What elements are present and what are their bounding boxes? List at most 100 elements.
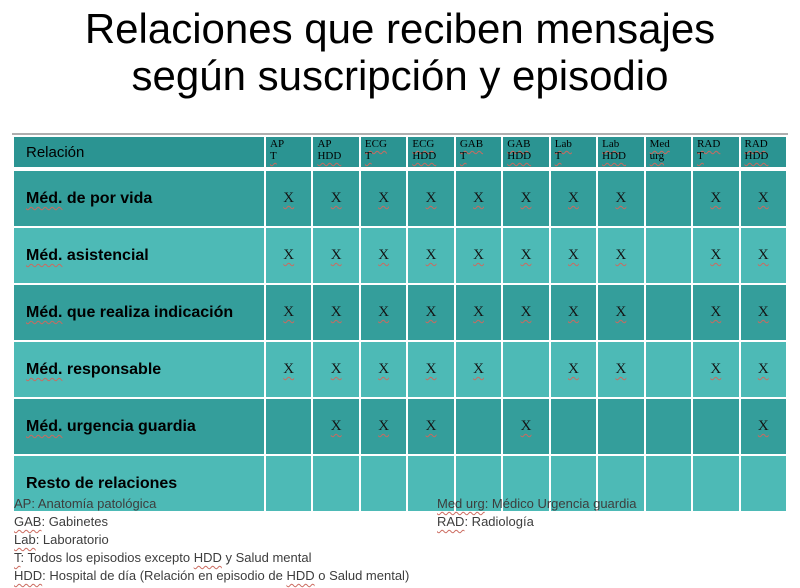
row-label-cell: Resto de relaciones <box>14 456 264 511</box>
text-part: responsable <box>62 361 162 378</box>
misspelled-text: HDD <box>317 150 342 162</box>
row-label-cell: Méd. responsable <box>14 342 264 397</box>
x-mark-cell: X <box>408 399 454 454</box>
x-mark: X <box>378 304 390 320</box>
x-mark: X <box>473 190 484 206</box>
x-mark-cell: X <box>740 342 786 397</box>
x-mark-cell: X <box>313 285 359 340</box>
x-mark: X <box>283 247 295 263</box>
misspelled-text: Lab <box>554 138 572 150</box>
column-header-line-1: AP <box>317 138 356 150</box>
x-mark-cell: X <box>598 228 644 283</box>
misspelled-text: GAB <box>507 138 531 150</box>
column-header-line-2: HDD <box>745 150 784 162</box>
x-mark-cell: X <box>360 285 407 340</box>
x-mark-cell: X <box>503 171 549 226</box>
misspelled-text: HDD <box>744 150 769 162</box>
x-mark-cell: X <box>408 285 454 340</box>
x-mark: X <box>757 304 769 320</box>
x-mark-cell: X <box>550 342 597 397</box>
x-mark-cell: X <box>408 342 454 397</box>
x-mark: X <box>473 247 484 263</box>
table-row: Méd. que realiza indicación X X X X X X X X X X <box>14 285 786 340</box>
column-header: Lab T <box>550 137 597 169</box>
text-part: Relación <box>26 143 85 161</box>
x-mark-cell: X <box>740 228 786 283</box>
empty-cell <box>455 456 502 511</box>
column-header: ECG T <box>360 137 407 169</box>
x-mark: X <box>378 418 390 434</box>
misspelled-text: HDD <box>412 150 437 162</box>
x-mark-cell: X <box>408 228 454 283</box>
misspelled-text: Med <box>649 138 670 150</box>
text-part: y Salud mental <box>221 550 312 565</box>
empty-cell <box>550 399 597 454</box>
text-part: : Laboratorio <box>35 532 109 547</box>
relation-header-cell: Relación <box>14 137 264 169</box>
misspelled-text: Méd. <box>26 418 63 435</box>
x-mark: X <box>378 247 390 263</box>
x-mark-cell: X <box>503 399 549 454</box>
x-mark: X <box>330 190 342 206</box>
x-mark: X <box>520 304 532 320</box>
row-label-cell: Méd. que realiza indicación <box>14 285 264 340</box>
x-mark: X <box>283 190 295 206</box>
misspelled-text: HDD <box>286 568 315 583</box>
misspelled-text: ECG <box>364 138 387 150</box>
text-part: que realiza indicación <box>62 304 234 321</box>
x-mark-cell: X <box>313 171 359 226</box>
misspelled-text: Méd. <box>26 247 63 264</box>
empty-cell <box>693 399 739 454</box>
table-head: Relación AP T AP HDD ECG T ECG HDD GAB T GAB HDD Lab T… <box>14 137 786 169</box>
x-mark: X <box>425 190 437 206</box>
x-mark: X <box>568 247 579 263</box>
text-part: AP <box>317 138 332 150</box>
misspelled-text: T <box>364 150 372 162</box>
text-part: urgencia guardia <box>62 418 196 435</box>
slide-title-line-2: según suscripción y episodio <box>131 52 669 99</box>
x-mark-cell: X <box>360 171 407 226</box>
table-row: Méd. urgencia guardia X X X X X <box>14 399 786 454</box>
subscription-table-wrapper: Relación AP T AP HDD ECG T ECG HDD GAB T GAB HDD Lab T… <box>12 133 788 513</box>
misspelled-text: RAD <box>744 138 768 150</box>
column-header-line-1: GAB <box>460 138 499 150</box>
x-mark: X <box>425 247 437 263</box>
column-header: Lab HDD <box>598 137 644 169</box>
misspelled-text: RAD <box>697 138 721 150</box>
text-part: : Hospital de día (Relación en episodio … <box>42 568 287 583</box>
x-mark-cell: X <box>693 171 739 226</box>
footnotes-left: AP: Anatomía patológica GAB: Gabinetes Lab… <box>14 495 409 585</box>
x-mark: X <box>378 361 390 377</box>
column-header-line-1: RAD <box>697 138 736 150</box>
data-table: Relación AP T AP HDD ECG T ECG HDD GAB T GAB HDD Lab T… <box>12 135 788 513</box>
column-header-line-1: Med <box>650 138 689 150</box>
text-part: : Médico Urgencia guardia <box>484 496 637 511</box>
x-mark-cell: X <box>740 285 786 340</box>
misspelled-text: T <box>554 150 562 162</box>
x-mark-cell: X <box>740 171 786 226</box>
column-header: Med urg <box>645 137 692 169</box>
row-label-cell: Méd. asistencial <box>14 228 264 283</box>
x-mark-cell: X <box>550 228 597 283</box>
x-mark: X <box>757 418 769 434</box>
empty-cell <box>645 342 692 397</box>
footnote-line: AP: Anatomía patológica <box>14 495 409 513</box>
table-row: Méd. asistencial X X X X X X X X X X <box>14 228 786 283</box>
column-header-line-2: T <box>365 150 404 162</box>
column-header-line-2: T <box>270 150 309 162</box>
x-mark-cell: X <box>455 285 502 340</box>
x-mark: X <box>710 247 722 263</box>
misspelled-text: T <box>14 550 21 565</box>
x-mark-cell: X <box>598 285 644 340</box>
x-mark-cell: X <box>693 342 739 397</box>
footnote-line: Med urg: Médico Urgencia guardia <box>437 495 636 513</box>
x-mark-cell: X <box>503 228 549 283</box>
column-header: RAD T <box>693 137 739 169</box>
x-mark: X <box>283 361 295 377</box>
footnote-line: T: Todos los episodios excepto HDD y Sal… <box>14 549 409 567</box>
misspelled-text: HDD <box>14 568 43 583</box>
misspelled-text: Lab <box>602 138 620 150</box>
column-header: RAD HDD <box>740 137 786 169</box>
misspelled-text: Lab <box>14 532 36 547</box>
